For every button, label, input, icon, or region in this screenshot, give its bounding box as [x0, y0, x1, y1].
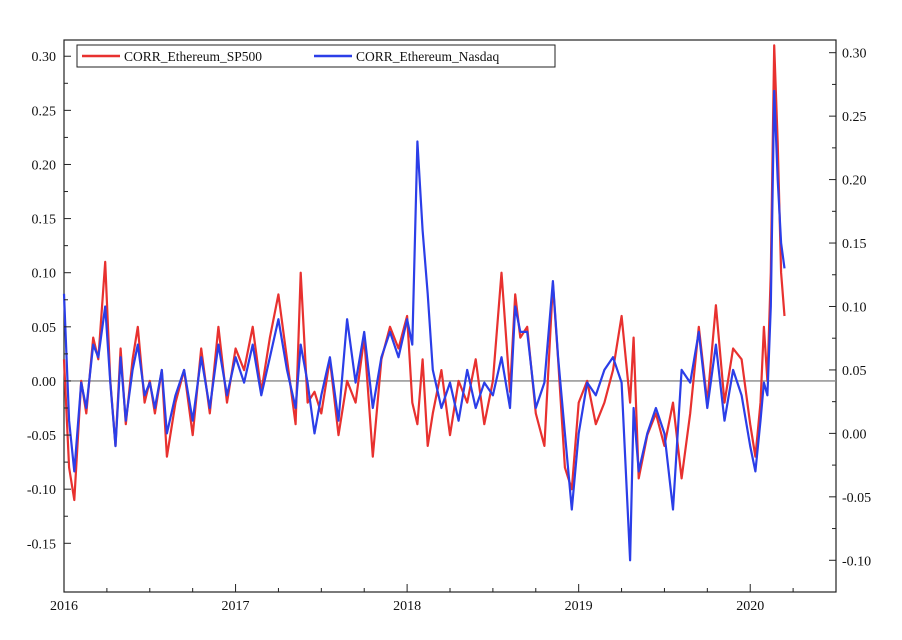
x-tick-label: 2016: [50, 599, 78, 614]
legend: CORR_Ethereum_SP500 CORR_Ethereum_Nasdaq: [76, 44, 556, 68]
series-line-nasdaq: [62, 89, 786, 562]
legend-label-nasdaq: CORR_Ethereum_Nasdaq: [356, 49, 499, 64]
right-tick-label: 0.15: [842, 237, 867, 252]
left-tick-label: -0.15: [27, 537, 56, 552]
legend-label-sp500: CORR_Ethereum_SP500: [124, 49, 262, 64]
x-tick-label: 2017: [222, 599, 250, 614]
x-tick-label: 2019: [565, 599, 593, 614]
series-layer: [62, 44, 786, 562]
series-line-sp500: [62, 44, 786, 502]
plot-frame: [63, 39, 837, 593]
right-tick-label: -0.05: [842, 491, 871, 506]
left-tick-label: 0.10: [32, 267, 57, 282]
right-tick-label: 0.10: [842, 300, 867, 315]
right-tick-label: 0.00: [842, 427, 867, 442]
right-tick-label: 0.25: [842, 110, 867, 125]
left-tick-label: 0.05: [32, 321, 57, 336]
right-tick-label: 0.05: [842, 364, 867, 379]
left-tick-label: 0.30: [32, 50, 57, 65]
left-tick-label: 0.25: [32, 104, 57, 119]
right-tick-label: -0.10: [842, 554, 871, 569]
x-tick-label: 2020: [736, 599, 764, 614]
plot-area-border: [63, 39, 837, 593]
left-tick-label: 0.15: [32, 213, 57, 228]
x-tick-label: 2018: [393, 599, 421, 614]
right-tick-label: 0.30: [842, 47, 867, 62]
left-tick-label: 0.00: [32, 375, 57, 390]
right-tick-label: 0.20: [842, 174, 867, 189]
left-tick-label: -0.05: [27, 429, 56, 444]
left-tick-label: -0.10: [27, 483, 56, 498]
axes-layer: 0.30 0.25 0.20 0.15 0.10 0.05 0.00 -0.05 -0.10 -0…: [27, 47, 871, 614]
left-tick-label: 0.20: [32, 158, 57, 173]
